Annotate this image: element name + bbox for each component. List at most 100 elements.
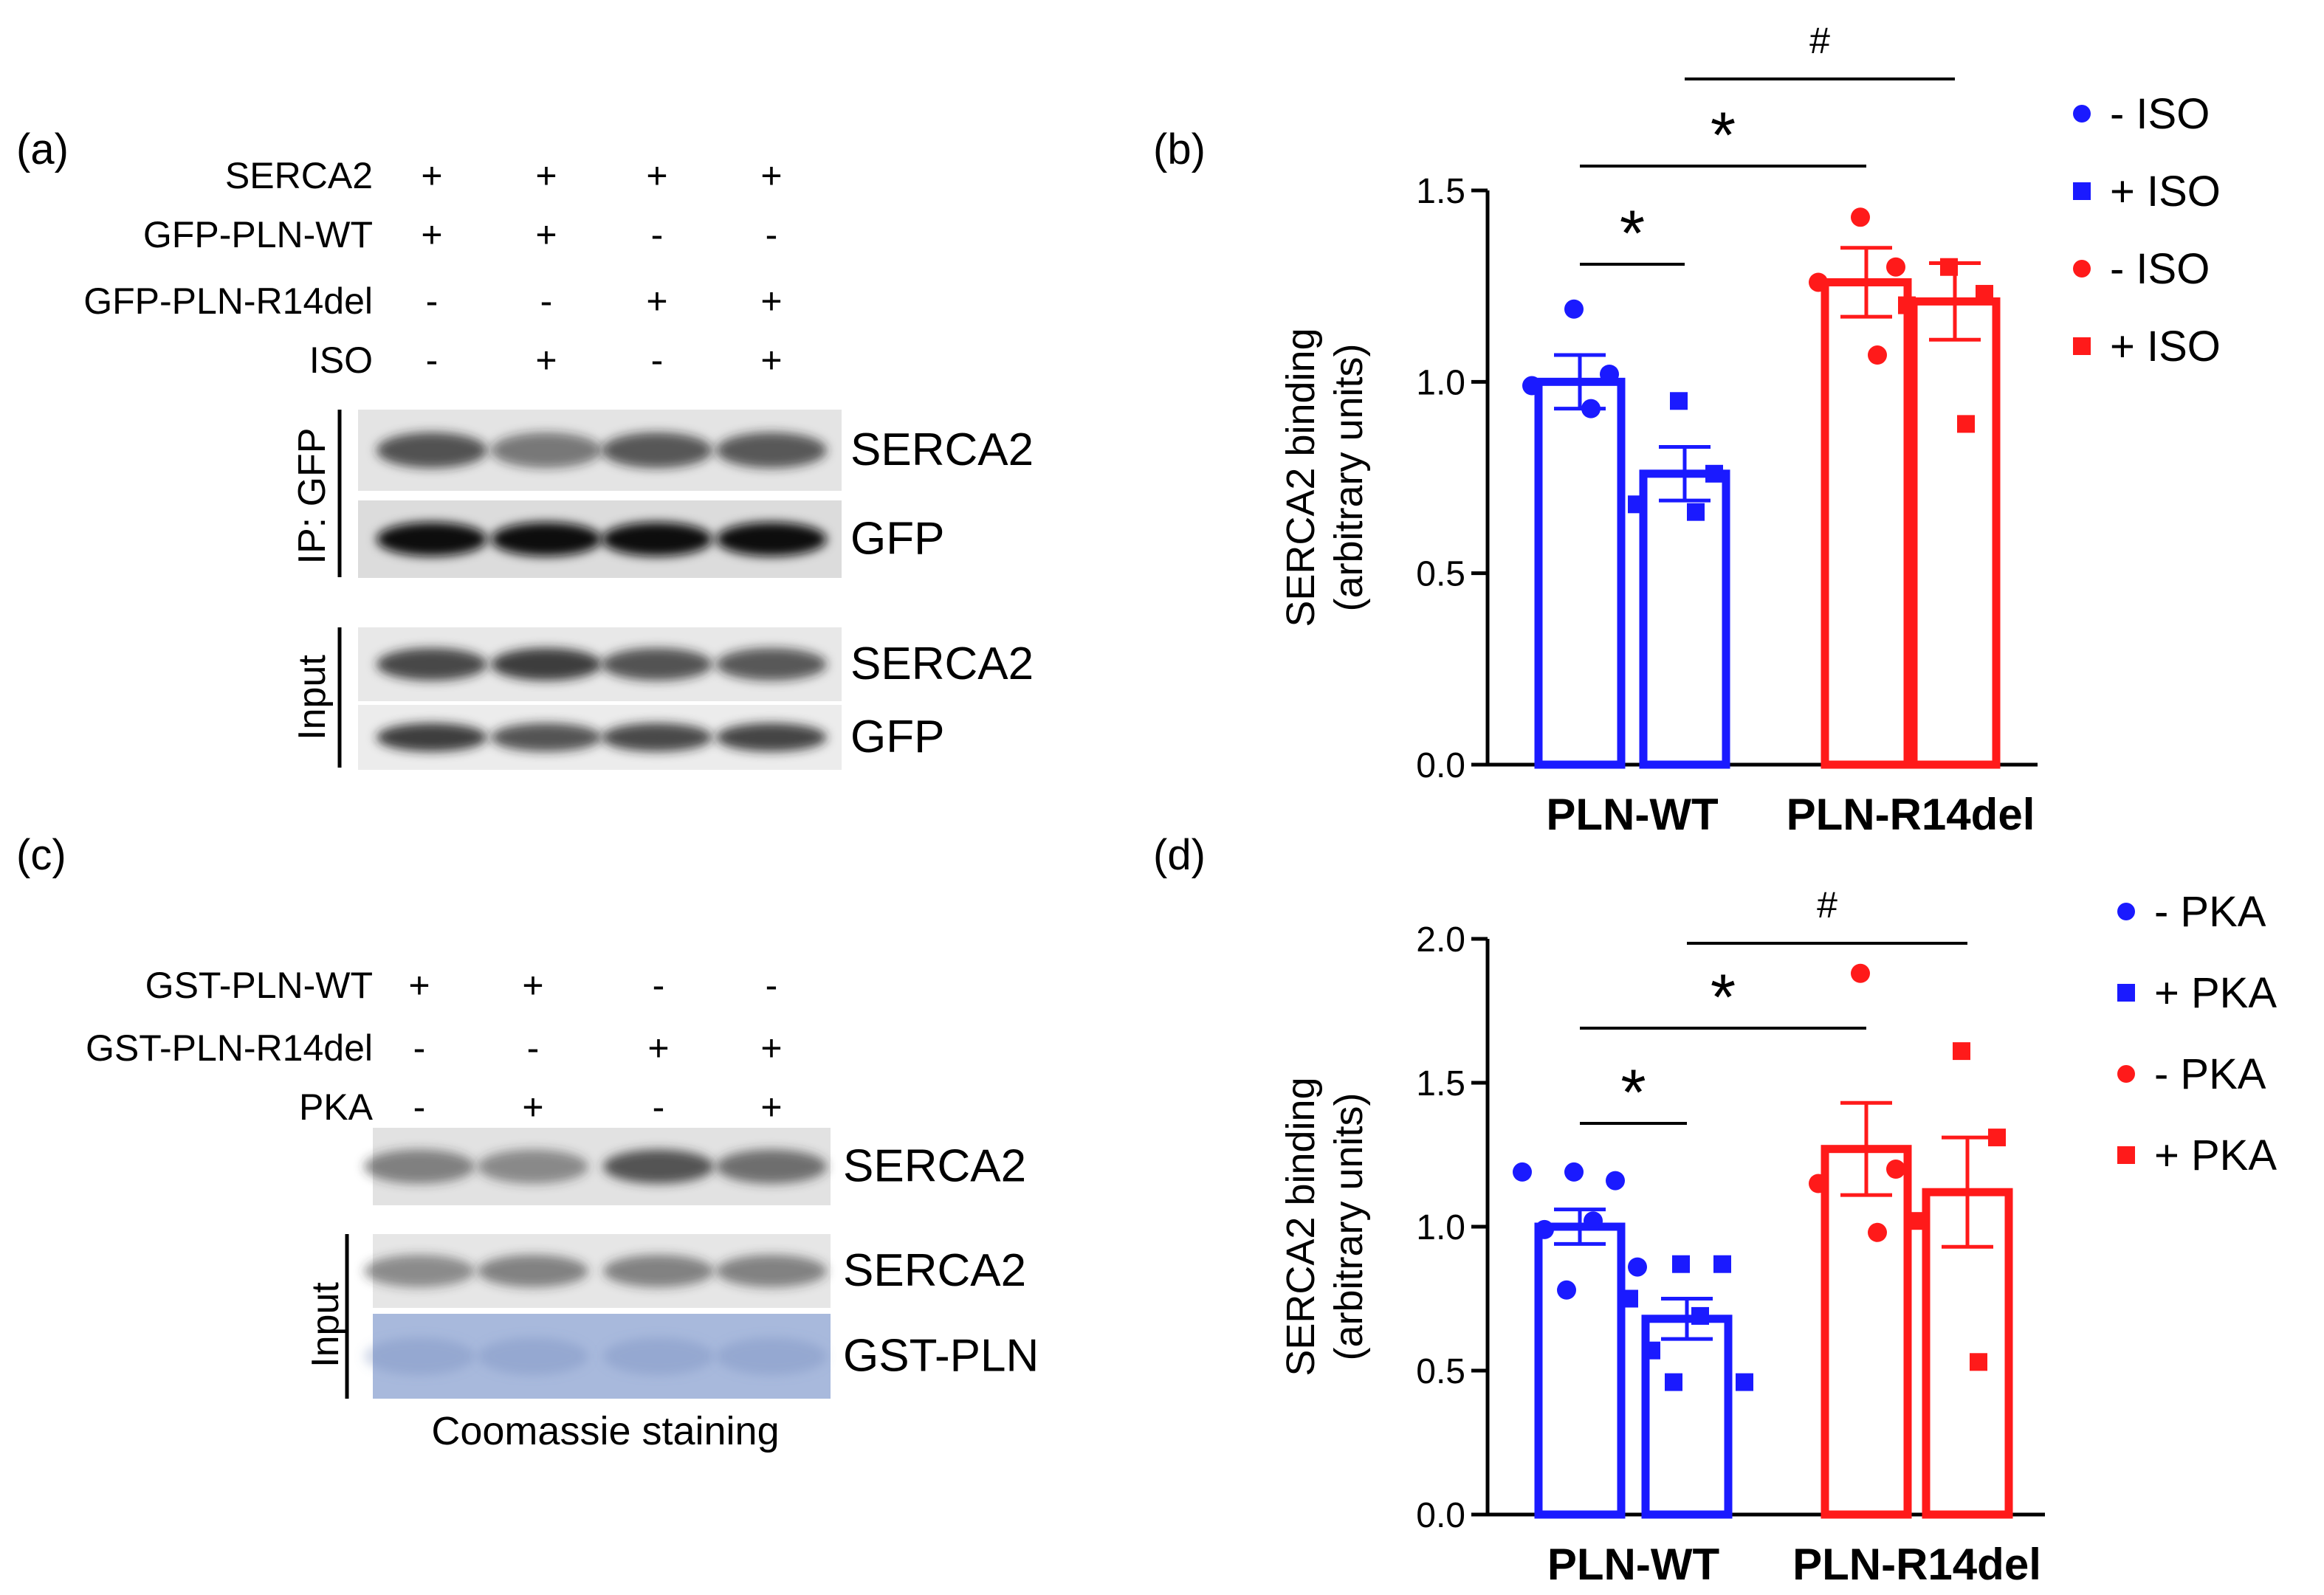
panel-a-blots: SERCA2 GFP SERCA2 GFP bbox=[358, 410, 1034, 770]
data-point bbox=[1522, 376, 1541, 396]
panel-c-label: (c) bbox=[16, 831, 66, 879]
data-point bbox=[1970, 1353, 1987, 1371]
legend-label: + PKA bbox=[2154, 969, 2277, 1017]
data-point bbox=[1628, 495, 1646, 514]
lane-sign: + bbox=[408, 965, 430, 1006]
lane-sign: - bbox=[413, 1086, 426, 1128]
data-point bbox=[1581, 399, 1601, 418]
legend-marker bbox=[2073, 182, 2091, 200]
bar bbox=[1534, 1222, 1626, 1519]
bar bbox=[1534, 377, 1626, 769]
y-tick-label: 1.0 bbox=[1416, 1208, 1465, 1247]
blot-label: GST-PLN bbox=[843, 1331, 1039, 1382]
lane-sign: + bbox=[760, 1027, 782, 1069]
blot-label: SERCA2 bbox=[843, 1141, 1026, 1192]
bar bbox=[1821, 1145, 1912, 1519]
lane-sign: - bbox=[413, 1027, 426, 1069]
panel-d-chart: (d) 0.0 0.5 1.0 1.5 2.0 SERCA2 binding (arbitr… bbox=[1153, 831, 2277, 1589]
y-tick-label: 2.0 bbox=[1416, 920, 1465, 960]
blot-band bbox=[491, 522, 602, 557]
blot-band bbox=[602, 648, 712, 681]
bar bbox=[1821, 278, 1912, 769]
blot-band bbox=[716, 1337, 827, 1375]
blot-band bbox=[603, 1149, 714, 1184]
panel-a: (a) SERCA2 + + + + GFP-PLN-WT + + - - GFP-PLN-R14d… bbox=[16, 125, 1034, 770]
x-category-label: PLN-R14del bbox=[1792, 1540, 2041, 1589]
data-point bbox=[1687, 503, 1705, 521]
blot-band bbox=[377, 648, 487, 681]
panel-c-lane-table: GST-PLN-WT + + - -GST-PLN-R14del - - + +PKA - + - + bbox=[86, 965, 783, 1128]
data-point bbox=[1953, 1042, 1970, 1061]
blot-label: GFP bbox=[850, 712, 944, 762]
lane-sign: + bbox=[760, 280, 782, 322]
y-tick-label: 0.5 bbox=[1416, 555, 1465, 594]
data-point bbox=[1868, 345, 1887, 365]
y-tick-label: 0.0 bbox=[1416, 746, 1465, 785]
blot-label: GFP bbox=[850, 514, 944, 565]
data-point bbox=[1691, 1306, 1709, 1325]
y-axis-title: (arbitrary units) bbox=[1327, 1092, 1371, 1360]
lane-row-label: SERCA2 bbox=[225, 155, 373, 196]
y-tick-label: 0.5 bbox=[1416, 1352, 1465, 1391]
blot-band bbox=[364, 1337, 475, 1375]
data-point bbox=[1988, 1129, 2006, 1147]
lane-sign: - bbox=[766, 965, 778, 1006]
data-point bbox=[1868, 1222, 1887, 1242]
lane-sign: + bbox=[421, 155, 442, 196]
legend-label: - ISO bbox=[2110, 90, 2210, 138]
panel-a-lane-table: SERCA2 + + + + GFP-PLN-WT + + - - GFP-PLN-R14del - -… bbox=[83, 155, 782, 381]
legend-label: - ISO bbox=[2110, 245, 2210, 293]
blot-band bbox=[491, 723, 602, 752]
legend-marker bbox=[2117, 903, 2135, 920]
y-tick-label: 1.0 bbox=[1416, 363, 1465, 402]
blot-band bbox=[716, 723, 827, 752]
lane-sign: + bbox=[646, 280, 667, 322]
legend-marker bbox=[2073, 105, 2091, 123]
data-point bbox=[1886, 257, 1905, 277]
panel-d-label: (d) bbox=[1153, 831, 1206, 879]
blot-band bbox=[716, 432, 827, 469]
panel-a-label: (a) bbox=[16, 125, 69, 173]
legend-label: + ISO bbox=[2110, 323, 2221, 371]
data-point bbox=[1736, 1373, 1753, 1391]
significance-symbol: * bbox=[1620, 196, 1645, 269]
lane-sign: - bbox=[651, 214, 664, 255]
x-category-label: PLN-WT bbox=[1546, 790, 1718, 839]
y-tick-label: 0.0 bbox=[1416, 1496, 1465, 1535]
lane-sign: - bbox=[651, 340, 664, 381]
data-point bbox=[1851, 207, 1870, 227]
data-point bbox=[1564, 1162, 1584, 1182]
blot-band bbox=[377, 432, 487, 469]
data-point bbox=[1809, 272, 1828, 292]
data-point bbox=[1628, 1257, 1647, 1277]
legend-marker bbox=[2117, 984, 2135, 1002]
input-group-label-a: Input bbox=[291, 655, 334, 740]
data-point bbox=[1672, 1255, 1690, 1273]
lane-sign: - bbox=[540, 280, 553, 322]
lane-row-label: GFP-PLN-WT bbox=[143, 214, 373, 255]
significance-symbol: * bbox=[1711, 98, 1736, 171]
lane-sign: - bbox=[766, 214, 778, 255]
legend-marker bbox=[2073, 337, 2091, 355]
lane-sign: - bbox=[653, 965, 665, 1006]
lane-row-label: GFP-PLN-R14del bbox=[83, 280, 373, 322]
significance-symbol: * bbox=[1620, 1055, 1646, 1129]
lane-sign: + bbox=[647, 1027, 669, 1069]
lane-row-label: ISO bbox=[309, 340, 373, 381]
data-point bbox=[1713, 1255, 1731, 1273]
blot-band bbox=[716, 1149, 827, 1184]
data-point bbox=[1665, 1373, 1682, 1391]
data-point bbox=[1886, 1160, 1905, 1179]
legend-label: + PKA bbox=[2154, 1131, 2277, 1179]
bar bbox=[1639, 469, 1730, 769]
blot-band bbox=[603, 1255, 714, 1287]
data-point bbox=[1809, 1174, 1828, 1193]
lane-sign: + bbox=[760, 1086, 782, 1128]
data-point bbox=[1851, 963, 1870, 983]
blot-band bbox=[716, 648, 827, 681]
data-point bbox=[1957, 415, 1975, 433]
lane-row-label: GST-PLN-R14del bbox=[86, 1027, 373, 1069]
panel-b-label: (b) bbox=[1153, 125, 1206, 173]
y-axis-title: SERCA2 binding bbox=[1279, 1077, 1323, 1376]
